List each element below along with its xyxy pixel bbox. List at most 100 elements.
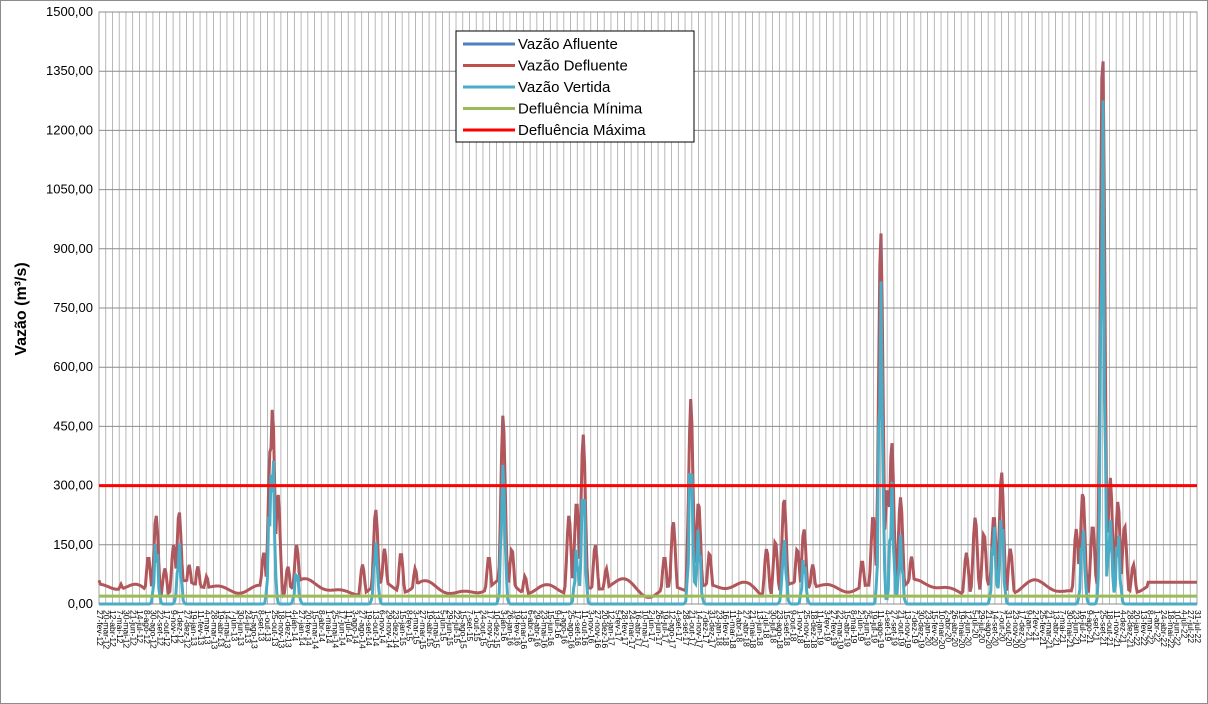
x-tick-label: 11-jan-19 [816, 610, 826, 646]
x-tick-label: 19-set-14 [364, 610, 374, 646]
x-tick-label: 29-jul-20 [977, 610, 987, 643]
x-tick-label: 15-jan-15 [398, 610, 408, 646]
x-tick-label: 21-mar-21 [1045, 610, 1055, 649]
x-tick-label: 17-set-16 [573, 610, 583, 646]
y-tick-label: 450,00 [53, 418, 93, 433]
x-tick-label: 2-jun-19 [856, 610, 866, 641]
x-tick-label: 15-abr-19 [842, 610, 852, 647]
legend-label: Vazão Afluente [518, 36, 618, 53]
x-tick-label: 3-jan-16 [499, 610, 509, 641]
x-tick-label: 17-dez-20 [1018, 610, 1028, 649]
x-tick-label: 1-nov-18 [795, 610, 805, 644]
x-tick-label: 9-nov-12 [169, 610, 179, 644]
x-tick-label: 13-jun-18 [755, 610, 765, 646]
x-tick-label: 13-mai-15 [432, 610, 442, 649]
x-tick-label: 20-mar-12 [101, 610, 111, 649]
y-tick-label: 600,00 [53, 359, 93, 374]
x-tick-label: 19-jan-13 [189, 610, 199, 646]
x-tick-label: 26-jun-17 [654, 610, 664, 646]
x-tick-label: 11-dez-13 [283, 610, 293, 648]
x-tick-label: 27-dez-12 [182, 610, 192, 649]
y-tick-label: 1050,00 [46, 182, 93, 197]
x-tick-label: 24-mar-17 [627, 610, 637, 649]
legend-label: Vazão Vertida [518, 79, 611, 96]
x-tick-label: 4-dez-21 [1119, 610, 1129, 644]
x-tick-label: 5-jun-15 [438, 610, 448, 641]
x-tick-label: 21-out-19 [896, 610, 906, 647]
x-tick-label: 22-mar-19 [836, 610, 846, 649]
x-tick-label: 4-set-17 [674, 610, 684, 641]
x-tick-label: 20-jan-22 [1132, 610, 1142, 646]
x-tick-label: 19-abr-15 [425, 610, 435, 647]
x-tick-label: 21-out-17 [688, 610, 698, 647]
x-tick-label: 4-jul-22 [1179, 610, 1189, 639]
x-tick-label: 25-ago-16 [566, 610, 576, 649]
legend: Vazão Afluente Vazão Defluente Vazão Verti… [455, 30, 695, 143]
x-tick-label: 7-jul-18 [762, 610, 772, 639]
x-tick-label: 16-jul-21 [1078, 610, 1088, 643]
x-tick-label: 7-dez-17 [701, 610, 711, 644]
legend-label: Defluência Máxima [518, 122, 646, 139]
x-tick-label: 1-ago-16 [560, 610, 570, 644]
y-axis-label: Vazão (m³/s) [13, 262, 30, 355]
x-tick-label: 3-fev-19 [822, 610, 832, 641]
x-tick-label: 25-out-13 [270, 610, 280, 647]
x-tick-label: 17-out-12 [162, 610, 172, 647]
x-tick-label: 8-mai-19 [849, 610, 859, 644]
x-tick-label: 13-fev-22 [1139, 610, 1149, 646]
x-tick-label: 19-jul-17 [661, 610, 671, 643]
x-tick-label: 13-out-14 [371, 610, 381, 647]
x-tick-label: 12-jan-17 [607, 610, 617, 646]
x-tick-label: 15-fev-20 [930, 610, 940, 646]
x-tick-label: 19-abr-13 [216, 610, 226, 647]
y-tick-label: 1500,00 [46, 4, 93, 19]
x-tick-labels: 27-fev-1220-mar-1212-abr-127-mai-1230-ma… [95, 610, 1203, 649]
x-tick-label: 7-set-15 [465, 610, 475, 641]
x-tick-label: 30-jul-18 [768, 610, 778, 643]
x-tick-label: 27-abr-18 [741, 610, 751, 647]
x-tick-label: 25-jun-19 [863, 610, 873, 646]
x-tick-label: 24-jul-13 [243, 610, 253, 643]
x-tick-label: 6-nov-14 [378, 610, 388, 644]
x-tick-label: 1-out-15 [472, 610, 482, 642]
x-tick-label: 26-jan-16 [506, 610, 516, 646]
x-tick-label: 1-mai-14 [324, 610, 334, 644]
x-tick-label: 19-fev-16 [512, 610, 522, 646]
x-tick-label: 12-ago-17 [667, 610, 677, 649]
x-tick-label: 4-abr-18 [735, 610, 745, 642]
series-group [97, 61, 1197, 606]
x-tick-label: 28-dez-21 [1125, 610, 1135, 649]
x-tick-label: 1-abr-22 [1152, 610, 1162, 642]
x-tick-label: 7-out-20 [997, 610, 1007, 642]
x-tick-label: 27-mar-15 [418, 610, 428, 649]
x-tick-label: 18-dez-18 [809, 610, 819, 649]
x-tick-label: 28-fev-17 [620, 610, 630, 646]
x-tick-label: 21-ago-20 [984, 610, 994, 649]
x-tick-label: 13-nov-19 [903, 610, 913, 649]
y-tick-label: 150,00 [53, 537, 93, 552]
x-tick-label: 30-mai-21 [1065, 610, 1075, 649]
x-tick-label: 11-ago-19 [876, 610, 886, 648]
x-tick-label: 20-fev-14 [304, 610, 314, 646]
x-tick-label: 3-nov-16 [586, 610, 596, 644]
x-tick-label: 23-jun-21 [1071, 610, 1081, 646]
x-tick-label: 11-jul-14 [344, 610, 354, 643]
x-tick-label: 30-dez-19 [917, 610, 927, 649]
x-tick-label: 5-fev-17 [613, 610, 623, 641]
x-tick-label: 29-abr-16 [533, 610, 543, 647]
x-tick-label: 8-ago-12 [142, 610, 152, 644]
x-tick-label: 18-nov-13 [277, 610, 287, 649]
x-tick-label: 11-mar-18 [728, 610, 738, 649]
x-tick-label: 9-jan-21 [1024, 610, 1034, 641]
x-tick-label: 17-jun-14 [337, 610, 347, 646]
x-tick-label: 27-jul-22 [1186, 610, 1196, 643]
legend-label: Vazão Defluente [518, 58, 628, 75]
x-tick-label: 29-jun-15 [445, 610, 455, 646]
x-tick-label: 8-fev-15 [405, 610, 415, 641]
x-tick-label: 30-jun-13 [236, 610, 246, 646]
x-tick-label: 4-jan-14 [290, 610, 300, 641]
x-tick-label: 20-dez-16 [600, 610, 610, 649]
x-tick-label: 28-set-17 [681, 610, 691, 646]
x-tick-label: 23-mai-16 [539, 610, 549, 649]
